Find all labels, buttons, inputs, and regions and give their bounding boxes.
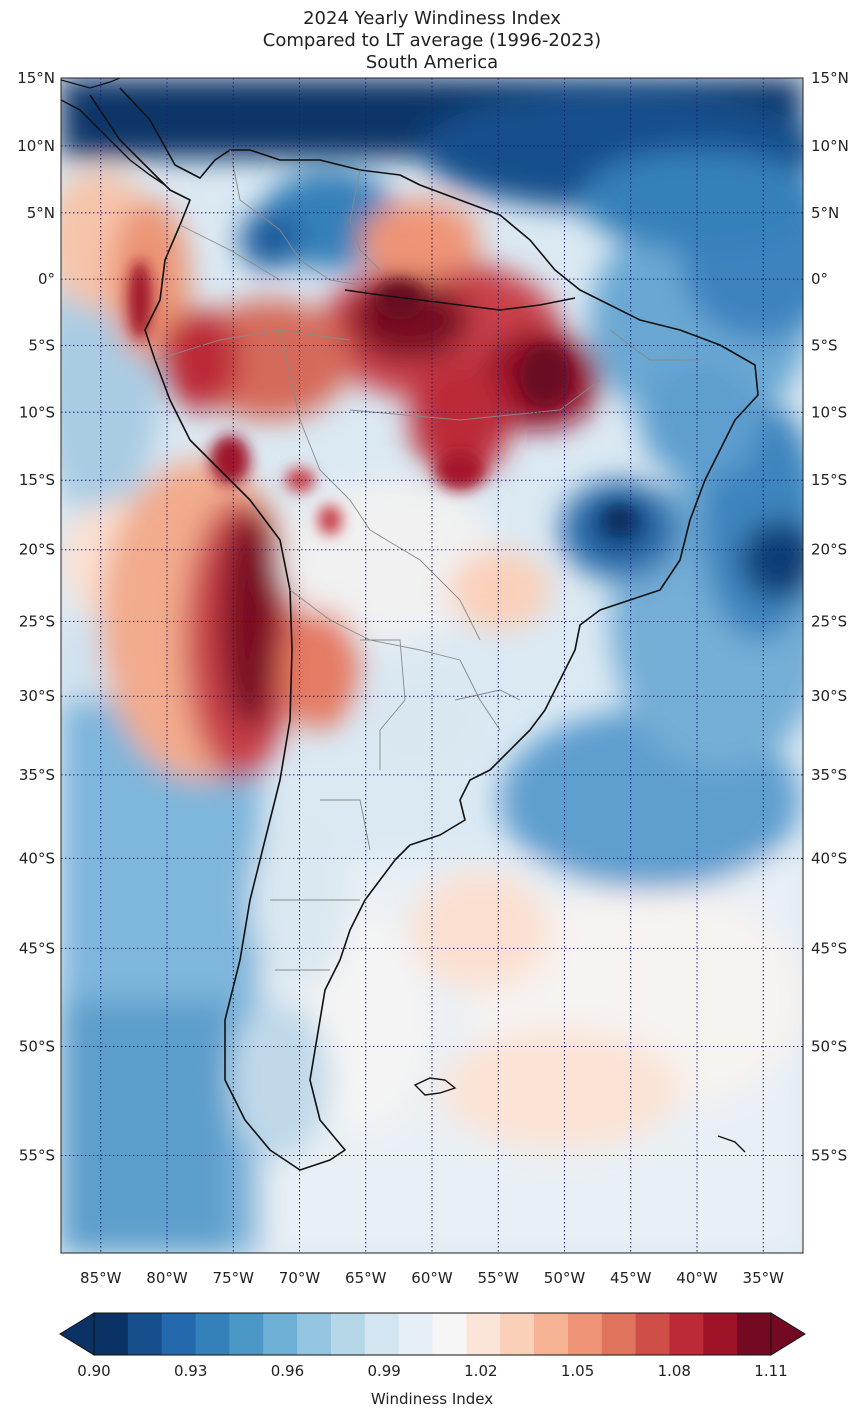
map-title: 2024 Yearly Windiness Index Compared to … — [0, 8, 864, 74]
coastline-central-america — [61, 99, 166, 186]
longitude-label: 75°W — [213, 1269, 255, 1287]
latitude-label-left: 30°S — [19, 687, 55, 705]
country-borders — [154, 149, 700, 971]
colorbar-swatch — [466, 1313, 501, 1355]
colorbar-swatch — [703, 1313, 738, 1355]
colorbar-tick-label: 1.08 — [658, 1362, 691, 1380]
colorbar-swatch — [330, 1313, 366, 1355]
colorbar-swatch — [635, 1313, 670, 1355]
coastline-falkland-islands — [413, 1077, 457, 1096]
latitude-label-right: 20°S — [811, 541, 847, 559]
latitude-label-right: 5°N — [811, 204, 839, 222]
longitude-label: 50°W — [544, 1269, 586, 1287]
colorbar-swatch — [567, 1313, 603, 1355]
longitude-label: 60°W — [411, 1269, 453, 1287]
longitude-label: 85°W — [80, 1269, 122, 1287]
latitude-label-left: 5°N — [27, 204, 55, 222]
latitude-labels: 15°N 15°N 10°N 10°N 5°N 5°N 0° 0° 5°S 5°S 10°S 10°S… — [17, 69, 849, 1165]
latitude-label-left: 35°S — [19, 766, 55, 784]
coastline-south-georgia — [717, 1135, 746, 1153]
latitude-label-left: 10°S — [19, 403, 55, 421]
river-amazon — [344, 289, 576, 311]
latitude-label-left: 10°N — [17, 137, 55, 155]
colorbar-swatch — [297, 1313, 332, 1355]
title-line-3: South America — [365, 52, 499, 73]
coastline-caribbean-north — [61, 78, 121, 89]
latitude-label-left: 45°S — [19, 939, 55, 957]
colorbar-tick-label: 0.96 — [271, 1362, 304, 1380]
colorbar-tick-label: 1.05 — [561, 1362, 594, 1380]
latitude-label-right: 15°N — [811, 69, 849, 87]
latitude-label-right: 45°S — [811, 939, 847, 957]
colorbar-swatch — [195, 1313, 230, 1355]
colorbar-swatch — [161, 1313, 197, 1355]
colorbar-swatch — [364, 1313, 400, 1355]
latitude-label-right: 10°S — [811, 403, 847, 421]
colorbar-tick-label: 1.11 — [754, 1362, 787, 1380]
title-line-1: 2024 Yearly Windiness Index — [303, 8, 561, 29]
colorbar-tick-label: 0.99 — [367, 1362, 400, 1380]
latitude-label-right: 55°S — [811, 1147, 847, 1165]
latitude-label-left: 50°S — [19, 1038, 55, 1056]
colorbar-swatch — [127, 1313, 163, 1355]
colorbar-tick-label: 0.93 — [174, 1362, 207, 1380]
map-panel — [61, 78, 803, 1253]
coastline-south-america — [89, 87, 759, 1171]
latitude-label-right: 30°S — [811, 687, 847, 705]
latitude-label-left: 40°S — [19, 849, 55, 867]
colorbar-tick-label: 0.90 — [77, 1362, 110, 1380]
longitude-label: 40°W — [676, 1269, 718, 1287]
colorbar-extend-high — [770, 1312, 806, 1356]
colorbar — [59, 1312, 806, 1356]
longitude-label: 45°W — [610, 1269, 652, 1287]
colorbar-tick-label: 1.02 — [464, 1362, 497, 1380]
colorbar-swatch — [669, 1313, 704, 1355]
colorbar-swatch — [500, 1313, 535, 1355]
windiness-field-detail — [128, 260, 636, 535]
longitude-label: 80°W — [146, 1269, 188, 1287]
latitude-label-left: 15°N — [17, 69, 55, 87]
latitude-label-right: 15°S — [811, 471, 847, 489]
colorbar-swatch — [229, 1313, 264, 1355]
colorbar-swatch — [534, 1313, 569, 1355]
latitude-label-left: 55°S — [19, 1147, 55, 1165]
colorbar-frame — [93, 1312, 772, 1356]
longitude-label: 35°W — [743, 1269, 785, 1287]
latitude-label-left: 20°S — [19, 541, 55, 559]
colorbar-extend-low — [59, 1312, 95, 1356]
colorbar-swatch — [398, 1313, 433, 1355]
longitude-label: 70°W — [279, 1269, 321, 1287]
colorbar-label: Windiness Index — [371, 1390, 493, 1408]
windiness-field — [61, 78, 803, 1253]
colorbar-swatch — [737, 1313, 772, 1355]
colorbar-swatch — [94, 1313, 129, 1355]
longitude-labels: 85°W 80°W 75°W 70°W 65°W 60°W 55°W 50°W 45°W 40°W… — [80, 1269, 784, 1287]
colorbar-tick-labels: 0.90 0.93 0.96 0.99 1.02 1.05 1.08 1.11 — [77, 1362, 787, 1380]
title-line-2: Compared to LT average (1996-2023) — [262, 30, 602, 51]
latitude-label-left: 15°S — [19, 471, 55, 489]
latitude-label-right: 10°N — [811, 137, 849, 155]
latitude-label-right: 50°S — [811, 1038, 847, 1056]
latitude-label-right: 5°S — [811, 336, 838, 354]
latitude-label-right: 25°S — [811, 612, 847, 630]
longitude-label: 55°W — [478, 1269, 520, 1287]
latitude-label-right: 40°S — [811, 849, 847, 867]
longitude-label: 65°W — [345, 1269, 387, 1287]
colorbar-swatch — [432, 1313, 467, 1355]
latitude-label-right: 0° — [811, 270, 828, 288]
latitude-label-left: 5°S — [28, 336, 55, 354]
colorbar-swatch — [601, 1313, 637, 1355]
colorbar-swatch — [263, 1313, 298, 1355]
latitude-label-left: 25°S — [19, 612, 55, 630]
latitude-label-left: 0° — [38, 270, 55, 288]
latitude-label-right: 35°S — [811, 766, 847, 784]
